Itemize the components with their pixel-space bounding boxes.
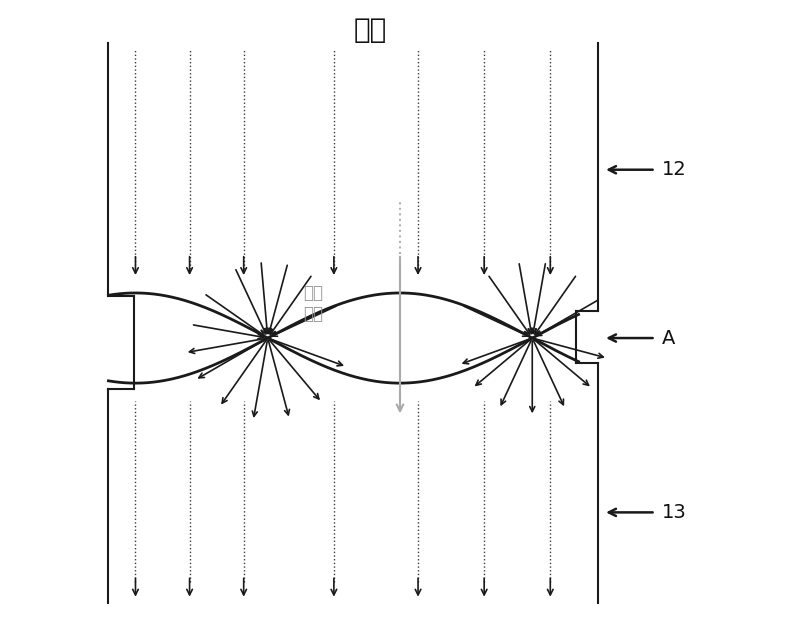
Text: 热量: 热量	[354, 16, 386, 44]
Text: 13: 13	[662, 503, 686, 522]
Text: 少量: 少量	[303, 284, 323, 302]
Text: 热量: 热量	[303, 305, 323, 323]
Text: 12: 12	[662, 160, 686, 179]
Text: A: A	[662, 328, 675, 347]
